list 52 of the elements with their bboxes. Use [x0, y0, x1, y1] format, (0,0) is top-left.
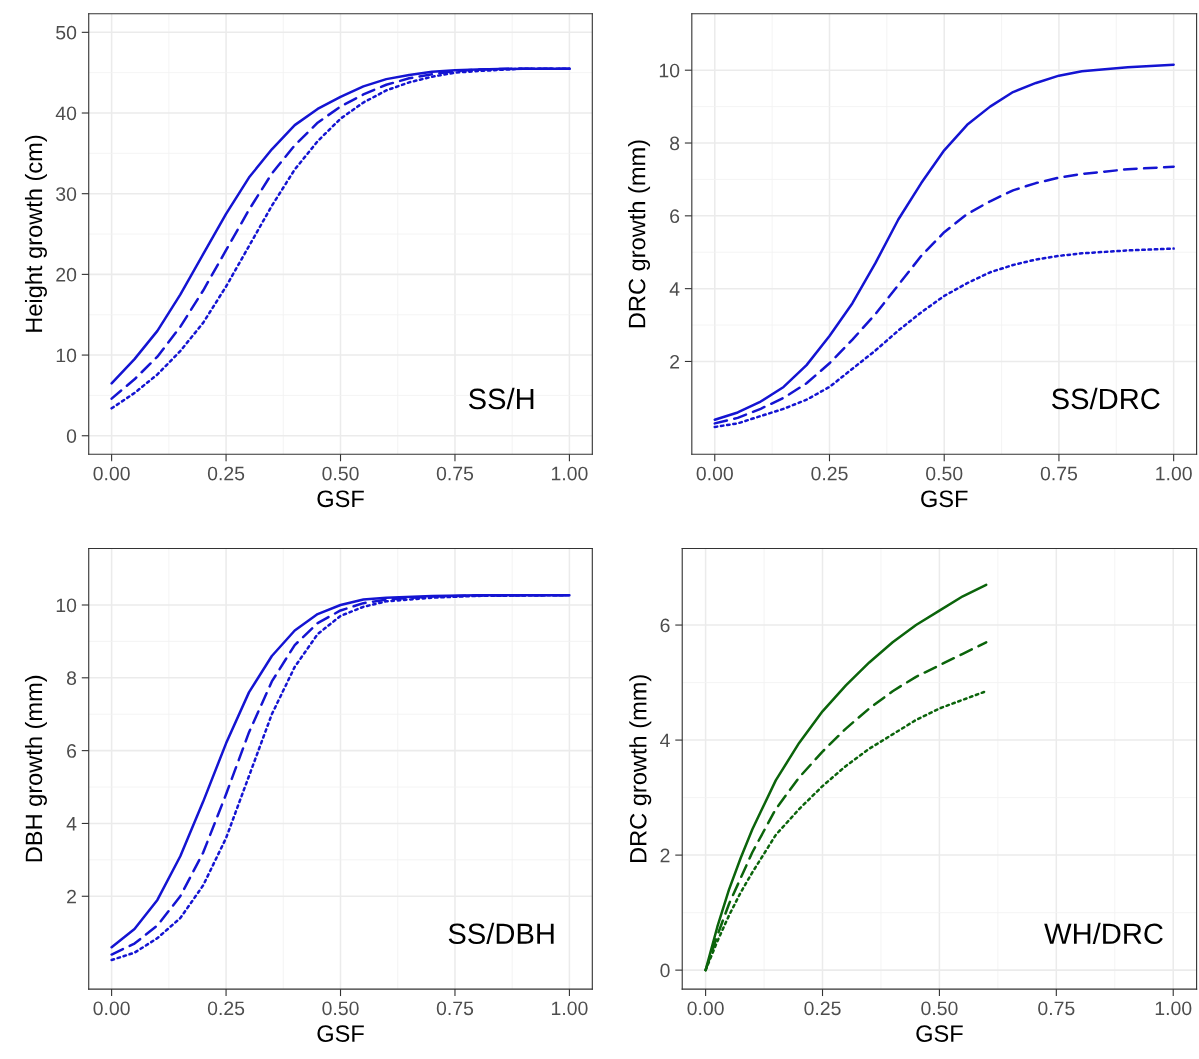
- x-tick-label: 0.75: [1040, 466, 1078, 481]
- y-tick-label: 4: [660, 733, 670, 748]
- x-axis-title: GSF: [317, 1025, 364, 1042]
- x-tick-label: 0.50: [322, 466, 359, 481]
- y-tick-label: 0: [66, 429, 77, 443]
- y-axis-title: DBH growth (mm): [24, 675, 47, 862]
- x-tick-label: 0.00: [687, 1001, 724, 1016]
- x-axis-title: GSF: [921, 490, 968, 508]
- x-tick-label: 0.00: [93, 1001, 130, 1016]
- y-tick-label: 20: [56, 267, 77, 282]
- x-tick-label: 0.25: [804, 1001, 841, 1016]
- y-tick-label: 50: [56, 25, 77, 40]
- x-tick-label: 0.00: [93, 466, 130, 481]
- y-tick-label: 4: [66, 817, 77, 831]
- x-tick-label: 1.00: [551, 466, 588, 481]
- x-tick-label: 0.75: [436, 1001, 474, 1016]
- x-axis-title: GSF: [317, 490, 364, 508]
- annotation: SS/DRC: [1051, 387, 1160, 410]
- y-tick-label: 6: [660, 618, 670, 633]
- x-tick-label: 0.25: [207, 466, 245, 481]
- annotation: WH/DRC: [1044, 922, 1163, 945]
- annotation: SS/DBH: [448, 922, 554, 945]
- y-tick-label: 6: [67, 744, 77, 758]
- x-tick-label: 1.00: [551, 1001, 588, 1016]
- y-axis-title: DRC growth (mm): [629, 675, 652, 862]
- y-tick-label: 40: [55, 106, 77, 121]
- y-axis-title: DRC growth (mm): [628, 140, 651, 328]
- x-axis-title: GSF: [916, 1025, 963, 1042]
- x-tick-label: 0.50: [926, 466, 963, 481]
- annotation: SS/H: [468, 387, 534, 410]
- x-tick-label: 0.75: [436, 466, 474, 481]
- y-tick-label: 30: [56, 187, 77, 201]
- y-tick-label: 10: [56, 598, 77, 613]
- y-tick-label: 10: [659, 63, 680, 78]
- y-tick-label: 0: [660, 963, 670, 978]
- y-tick-label: 8: [66, 671, 77, 686]
- y-axis-title: Height growth (cm): [24, 135, 47, 332]
- y-tick-label: 10: [56, 348, 77, 363]
- x-tick-label: 0.50: [921, 1001, 958, 1016]
- y-tick-label: 2: [670, 354, 680, 369]
- y-tick-label: 2: [67, 889, 76, 904]
- x-tick-label: 0.25: [811, 466, 848, 481]
- x-tick-label: 0.25: [207, 1001, 245, 1016]
- x-tick-label: 0.00: [696, 466, 733, 481]
- x-tick-label: 0.75: [1038, 1001, 1075, 1016]
- x-tick-label: 0.50: [322, 1001, 359, 1016]
- y-tick-label: 8: [670, 136, 680, 151]
- x-tick-label: 1.00: [1156, 466, 1192, 481]
- y-tick-label: 4: [669, 282, 680, 296]
- x-tick-label: 1.00: [1155, 1001, 1192, 1016]
- y-tick-label: 2: [660, 848, 670, 863]
- y-tick-label: 6: [670, 209, 680, 224]
